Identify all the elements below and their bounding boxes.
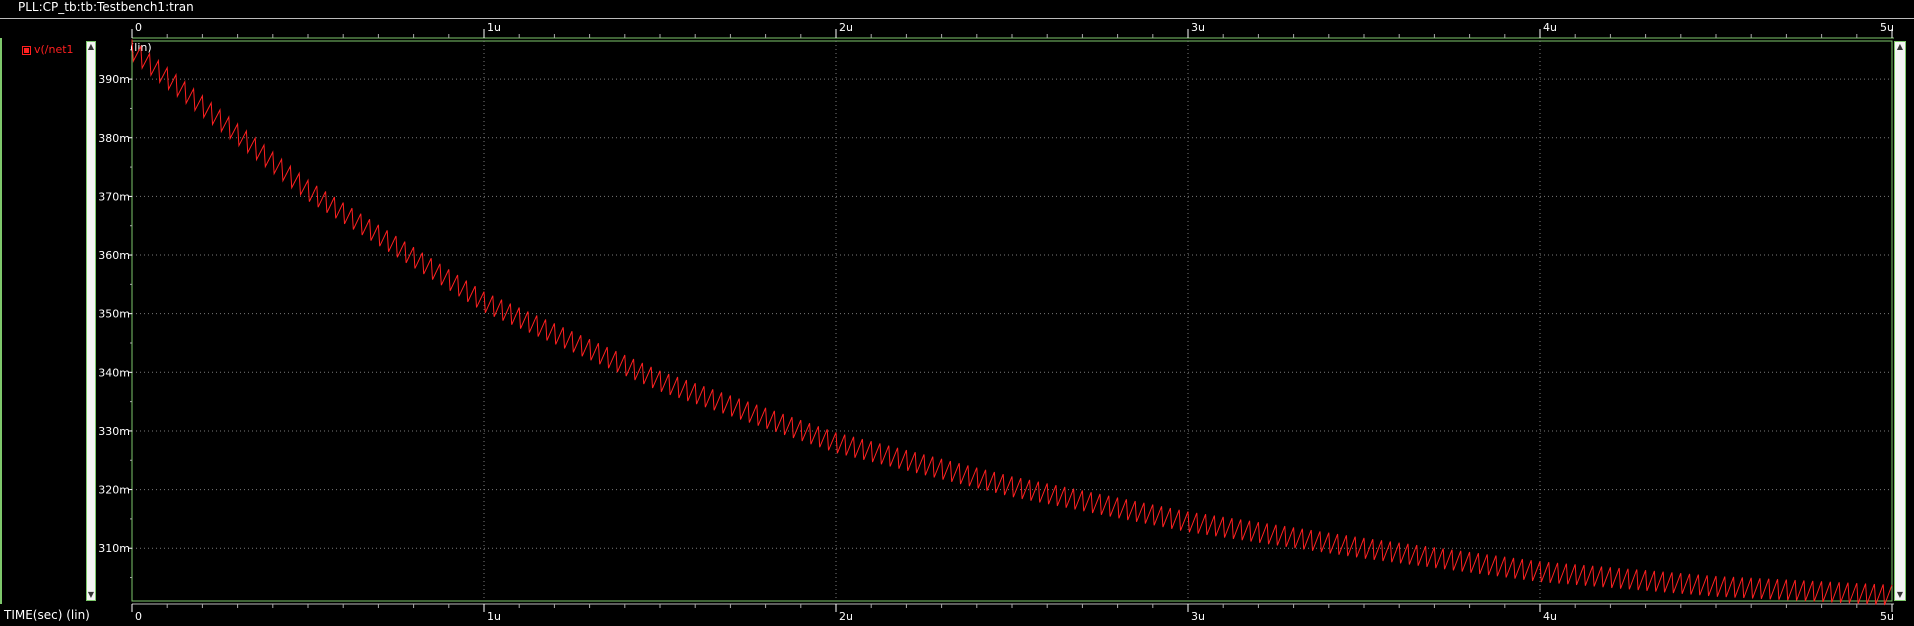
scroll-down-arrow-icon[interactable]: ▼ [1896,590,1904,599]
x-tick-label-bottom: 5u [1880,610,1894,623]
window-title: PLL:CP_tb:tb:Testbench1:tran [18,0,194,14]
trace-v-net1[interactable] [131,39,1893,606]
x-tick-label-bottom: 4u [1543,610,1557,623]
x-tick-label-bottom: 2u [839,610,853,623]
y-tick-label: 330m [98,425,130,438]
legend-entry-label: v(/net1 [34,43,74,56]
plot-frame [131,40,1893,602]
y-tick-label: 370m [98,190,130,203]
scroll-down-arrow-icon[interactable]: ▼ [87,590,95,599]
legend-panel: v(/net1 [0,38,85,604]
y-tick-label: 390m [98,73,130,86]
window-titlebar: PLL:CP_tb:tb:Testbench1:tran [0,0,1914,19]
x-tick-label-top: 0 [135,21,142,34]
x-tick-label-top: 4u [1543,21,1557,34]
y-tick-label: 350m [98,308,130,321]
x-tick-label-top: 3u [1191,21,1205,34]
x-tick-label-bottom: 1u [487,610,501,623]
right-vertical-scrollbar[interactable]: ▲ ▼ [1894,41,1906,601]
y-tick-label: 310m [98,542,130,555]
y-tick-label: 340m [98,366,130,379]
trace-color-swatch[interactable] [22,45,31,55]
x-tick-label-top: 1u [487,21,501,34]
x-tick-label-bottom: 3u [1191,610,1205,623]
y-tick-label: 360m [98,249,130,262]
x-axis-label: TIME(sec) (lin) [4,608,90,622]
left-vertical-scrollbar[interactable]: ▲ ▼ [86,41,96,601]
scroll-up-arrow-icon[interactable]: ▲ [87,42,95,51]
y-tick-label: 320m [98,484,130,497]
scroll-up-arrow-icon[interactable]: ▲ [1896,42,1904,51]
legend-entry-net1[interactable]: v(/net1 [22,43,74,56]
x-tick-label-top: 2u [839,21,853,34]
y-tick-label: 380m [98,132,130,145]
x-tick-label-top: 5u [1880,21,1894,34]
x-tick-label-bottom: 0 [135,610,142,623]
